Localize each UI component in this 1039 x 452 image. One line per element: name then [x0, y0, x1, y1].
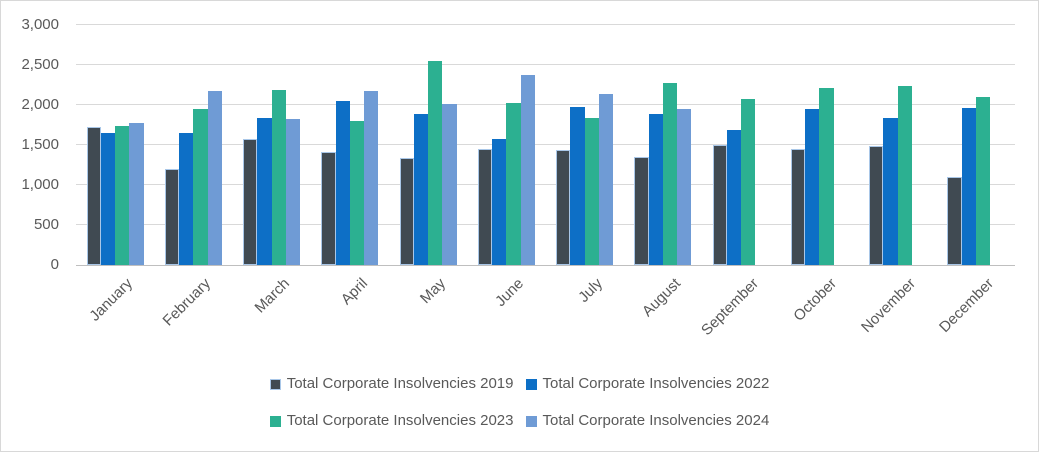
x-axis-label-february: February: [159, 275, 215, 330]
legend-label-2024: Total Corporate Insolvencies 2024: [542, 412, 770, 429]
y-tick-label-500: 500: [33, 216, 59, 233]
bar-2023-july: [584, 118, 599, 265]
bar-2019-december: [947, 176, 962, 265]
bar-2023-september: [741, 99, 756, 265]
bar-2022-november: [883, 117, 898, 265]
bar-2023-october: [819, 87, 834, 265]
legend-row-1: Total Corporate Insolvencies 2019 Total …: [269, 375, 770, 393]
gridline-500: [76, 224, 1015, 225]
bar-2022-june: [492, 138, 507, 265]
x-axis-label-june: June: [492, 275, 528, 311]
bar-2019-may: [399, 158, 414, 265]
legend: Total Corporate Insolvencies 2019 Total …: [1, 375, 1038, 430]
gridline-1000: [76, 184, 1015, 185]
bar-2023-november: [897, 85, 912, 265]
gridline-2500: [76, 64, 1015, 65]
x-axis-label-july: July: [574, 275, 606, 306]
bar-2024-january: [129, 123, 144, 265]
x-axis-label-march: March: [251, 275, 293, 317]
bar-2024-march: [285, 119, 300, 265]
bar-2024-august: [677, 109, 692, 265]
bar-2024-july: [598, 93, 613, 265]
x-axis-label-april: April: [337, 275, 371, 309]
legend-label-2023: Total Corporate Insolvencies 2023: [286, 412, 514, 429]
bar-2022-september: [726, 130, 742, 265]
bar-2024-june: [520, 75, 535, 265]
bar-2023-may: [428, 61, 443, 265]
bar-2022-december: [961, 107, 976, 265]
x-axis-label-october: October: [790, 275, 841, 325]
gridline-1500: [76, 144, 1015, 145]
bar-2024-april: [364, 91, 379, 265]
y-tick-label-3000: 3,000: [21, 16, 59, 33]
bar-2022-may: [413, 113, 429, 265]
legend-label-2022: Total Corporate Insolvencies 2022: [542, 375, 770, 392]
y-tick-label-2500: 2,500: [21, 56, 59, 73]
bar-2019-july: [556, 150, 571, 265]
bar-2022-october: [805, 108, 820, 265]
y-tick-label-0: 0: [50, 256, 59, 273]
bar-2019-october: [790, 148, 806, 265]
x-axis-label-december: December: [935, 275, 997, 336]
bar-2022-april: [335, 101, 350, 265]
y-tick-label-1500: 1,500: [21, 136, 59, 153]
legend-swatch-2022: [525, 378, 537, 390]
plot-area: [76, 24, 1015, 266]
bar-2019-november: [869, 146, 884, 265]
bar-2019-april: [321, 152, 336, 265]
legend-swatch-2024: [525, 415, 537, 427]
bar-2019-august: [634, 157, 649, 265]
x-axis-label-august: August: [638, 275, 684, 321]
bar-2022-february: [179, 133, 194, 265]
bar-2024-may: [442, 104, 457, 265]
legend-swatch-2019: [269, 378, 281, 390]
bar-2019-february: [164, 168, 180, 265]
legend-item-2022: Total Corporate Insolvencies 2022: [525, 375, 770, 393]
bar-2019-june: [477, 149, 493, 265]
legend-item-2024: Total Corporate Insolvencies 2024: [525, 412, 770, 430]
legend-item-2023: Total Corporate Insolvencies 2023: [269, 412, 514, 430]
y-tick-label-1000: 1,000: [21, 176, 59, 193]
bar-2023-february: [193, 109, 208, 265]
y-tick-label-2000: 2,000: [21, 96, 59, 113]
bar-2023-january: [115, 125, 130, 265]
bar-2019-january: [86, 127, 101, 265]
bar-2019-september: [712, 145, 727, 265]
bar-2022-august: [648, 113, 663, 265]
x-axis-line: [76, 265, 1015, 266]
bar-2019-march: [243, 139, 258, 265]
bar-2022-july: [570, 107, 585, 265]
legend-swatch-2023: [269, 415, 281, 427]
bar-2022-march: [257, 117, 272, 265]
legend-item-2019: Total Corporate Insolvencies 2019: [269, 375, 514, 393]
bar-2023-august: [662, 83, 678, 265]
bar-2023-april: [349, 120, 365, 265]
legend-row-2: Total Corporate Insolvencies 2023 Total …: [269, 412, 770, 430]
bar-2023-march: [271, 89, 286, 265]
bar-2023-december: [975, 96, 991, 265]
gridline-2000: [76, 104, 1015, 105]
legend-label-2019: Total Corporate Insolvencies 2019: [286, 375, 514, 392]
gridline-3000: [76, 24, 1015, 25]
x-axis-label-november: November: [857, 275, 919, 336]
bar-2024-february: [207, 90, 222, 265]
bar-2023-june: [506, 103, 521, 265]
bar-2022-january: [100, 133, 116, 265]
